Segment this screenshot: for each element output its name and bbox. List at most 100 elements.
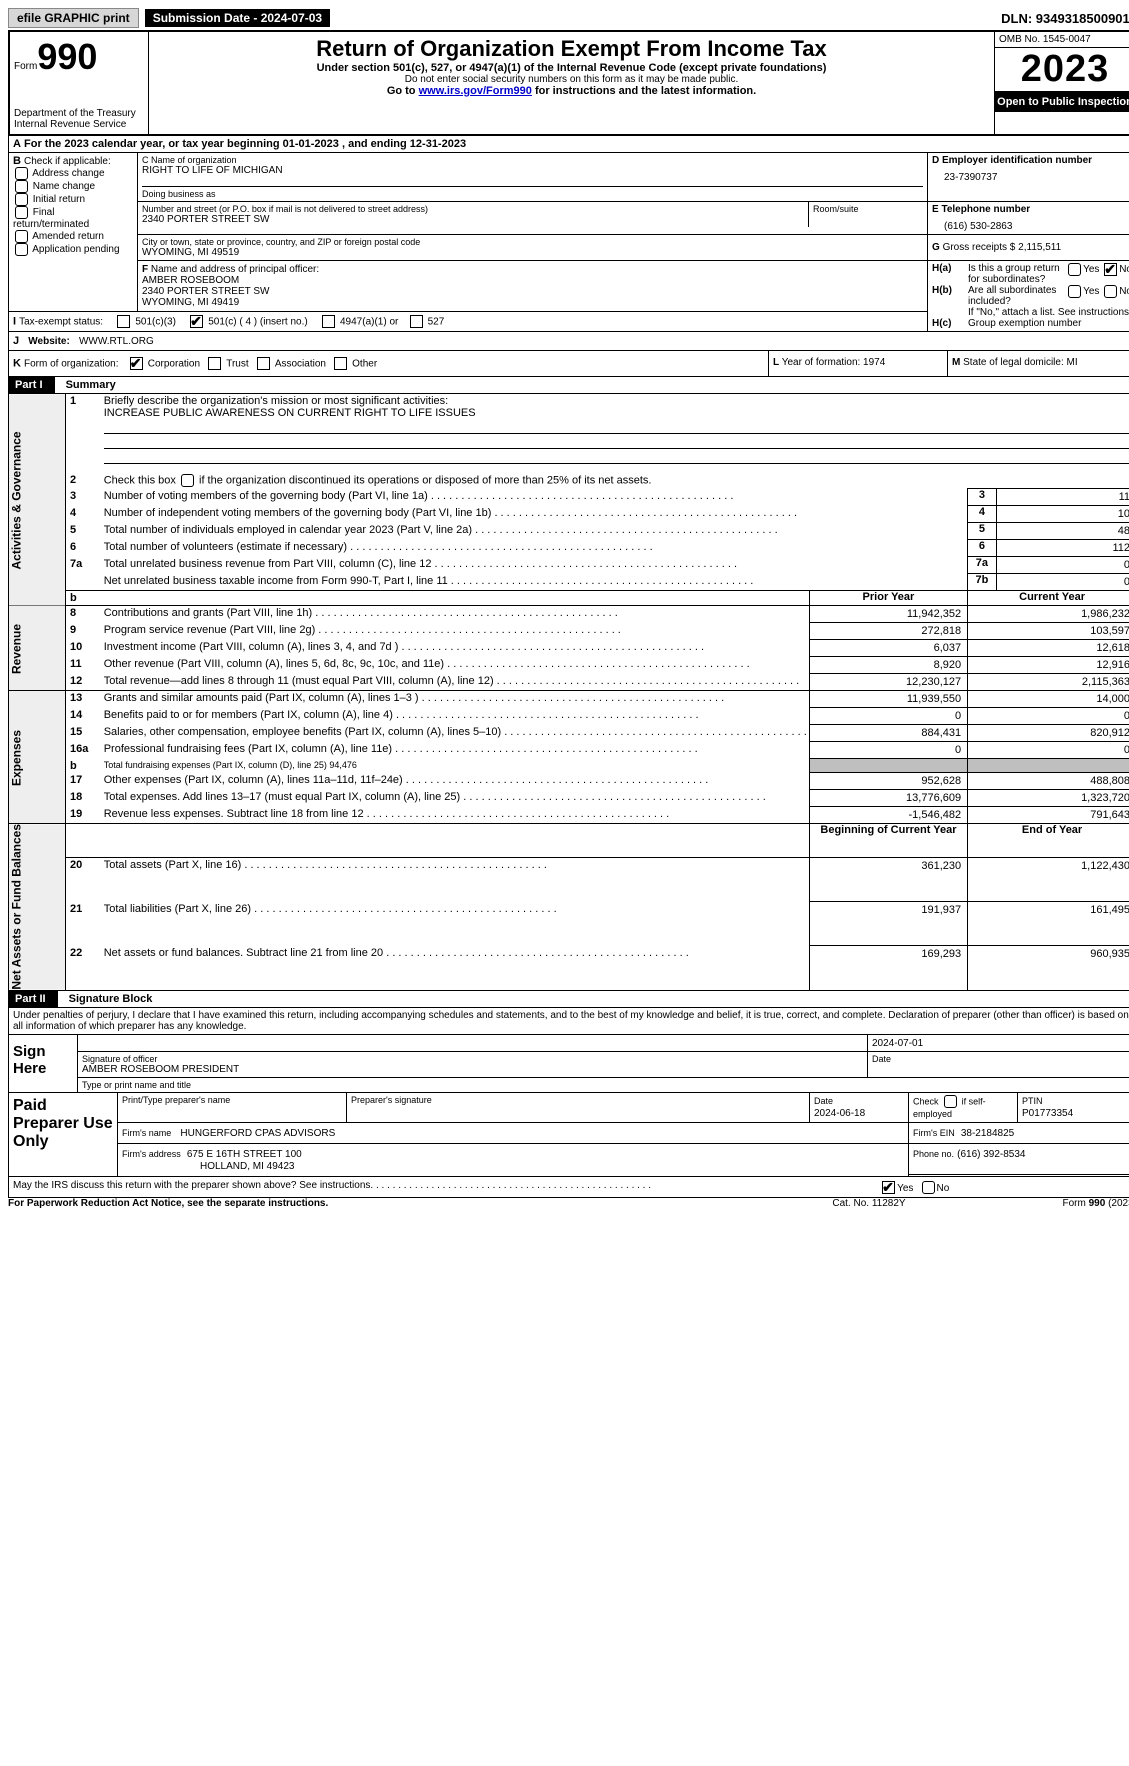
org-name: RIGHT TO LIFE OF MICHIGAN (142, 165, 923, 176)
initial-return-checkbox[interactable] (15, 193, 28, 206)
tax-year-end: 12-31-2023 (410, 138, 466, 150)
lt: Total expenses. Add lines 13–17 (must eq… (104, 791, 766, 803)
lt: Contributions and grants (Part VIII, lin… (104, 607, 618, 619)
gross-label-g: G (932, 242, 940, 253)
form-word: Form (14, 61, 37, 72)
hb-yes-checkbox[interactable] (1068, 285, 1081, 298)
discuss-yes-checkbox[interactable] (882, 1181, 895, 1194)
h-a-label: H(a) (932, 263, 951, 274)
opt-name-change: Name change (33, 181, 95, 192)
sign-date: 2024-07-01 (872, 1038, 923, 1049)
hb-yes: Yes (1083, 286, 1099, 297)
501c3-checkbox[interactable] (117, 315, 130, 328)
4947-checkbox[interactable] (322, 315, 335, 328)
top-bar: efile GRAPHIC print Submission Date - 20… (8, 8, 1129, 28)
ha-no-checkbox[interactable] (1104, 263, 1117, 276)
opt-527: 527 (428, 316, 445, 327)
lc: 3 (968, 489, 997, 506)
officer-city: WYOMING, MI 49419 (142, 297, 923, 308)
lv: 112 (996, 540, 1129, 557)
app-pending-checkbox[interactable] (15, 243, 28, 256)
curr: 1,323,720 (968, 790, 1129, 807)
officer-sig-name: AMBER ROSEBOOM PRESIDENT (82, 1064, 863, 1075)
box-f-label: F (142, 264, 148, 275)
ln: 12 (70, 675, 82, 687)
other-checkbox[interactable] (334, 357, 347, 370)
year-formation: Year of formation: 1974 (782, 357, 886, 368)
line1-text: Briefly describe the organization's miss… (104, 395, 448, 407)
sig-label: Signature of officer (82, 1054, 863, 1064)
lv: 0 (996, 574, 1129, 591)
lv: 11 (996, 489, 1129, 506)
lt: Professional fundraising fees (Part IX, … (104, 743, 698, 755)
ein-label: D Employer identification number (932, 155, 1129, 166)
street-label: Number and street (or P.O. box if mail i… (142, 204, 804, 214)
curr: 791,643 (968, 807, 1129, 824)
na-hdr-begin: Beginning of Current Year (809, 824, 967, 858)
opt-amended: Amended return (32, 231, 104, 242)
row-l-label: L (773, 357, 779, 368)
opt-4947: 4947(a)(1) or (340, 316, 398, 327)
lt: Total fundraising expenses (Part IX, col… (104, 760, 357, 770)
hb-no-checkbox[interactable] (1104, 285, 1117, 298)
row-m-label: M (952, 357, 960, 368)
ha-yes-checkbox[interactable] (1068, 263, 1081, 276)
firm-phone-label: Phone no. (913, 1149, 954, 1159)
501c-checkbox[interactable] (190, 315, 203, 328)
lc: 7b (968, 574, 997, 591)
part2-title: Signature Block (61, 993, 153, 1005)
tax-year-begin: 01-01-2023 (283, 138, 339, 150)
p1-row-7a: 7a Total unrelated business revenue from… (9, 557, 1129, 574)
cat-no: Cat. No. 11282Y (781, 1198, 958, 1209)
gross-value: 2,115,511 (1018, 242, 1061, 253)
final-return-checkbox[interactable] (15, 206, 28, 219)
discuss-no-checkbox[interactable] (922, 1181, 935, 1194)
lt: Net unrelated business taxable income fr… (104, 575, 754, 587)
opt-initial: Initial return (33, 194, 85, 205)
prep-sig-label: Preparer's signature (347, 1093, 810, 1123)
p1-row-6: 6 Total number of volunteers (estimate i… (9, 540, 1129, 557)
ln: 17 (70, 774, 82, 786)
tax-exempt-label: Tax-exempt status: (19, 316, 103, 327)
p1-row-4: 4 Number of independent voting members o… (9, 506, 1129, 523)
self-emp-check-label: Check (913, 1096, 939, 1106)
hb-no: No (1119, 286, 1129, 297)
opt-assoc: Association (275, 358, 326, 369)
paid-preparer-block: Paid Preparer Use Only Print/Type prepar… (8, 1093, 1129, 1177)
corp-checkbox[interactable] (130, 357, 143, 370)
opt-corp: Corporation (148, 358, 200, 369)
h-b-label: H(b) (932, 285, 952, 296)
lc: 7a (968, 557, 997, 574)
name-change-checkbox[interactable] (15, 180, 28, 193)
officer-label: Name and address of principal officer: (151, 264, 319, 275)
org-name-label: C Name of organization (142, 155, 923, 165)
self-employed-checkbox[interactable] (944, 1095, 957, 1108)
grey-cell (968, 759, 1129, 773)
firm-addr2: HOLLAND, MI 49423 (122, 1161, 295, 1172)
efile-print-button[interactable]: efile GRAPHIC print (8, 8, 139, 28)
curr: 488,808 (968, 773, 1129, 790)
assoc-checkbox[interactable] (257, 357, 270, 370)
grey-cell (809, 759, 967, 773)
curr: 1,122,430 (968, 857, 1129, 901)
officer-street: 2340 PORTER STREET SW (142, 286, 923, 297)
ln: 16a (70, 743, 88, 755)
ptin-value: P01773354 (1022, 1108, 1073, 1119)
curr: 12,618 (968, 640, 1129, 657)
addr-change-checkbox[interactable] (15, 167, 28, 180)
lt: Total revenue—add lines 8 through 11 (mu… (104, 675, 800, 687)
irs-link[interactable]: www.irs.gov/Form990 (419, 85, 532, 97)
vlabel-expenses: Expenses (9, 691, 66, 824)
trust-checkbox[interactable] (208, 357, 221, 370)
col-b: b (70, 592, 77, 604)
firm-name: HUNGERFORD CPAS ADVISORS (180, 1128, 335, 1139)
ha-no: No (1119, 264, 1129, 275)
p1-row-5: 5 Total number of individuals employed i… (9, 523, 1129, 540)
prior: 0 (809, 708, 967, 725)
amended-checkbox[interactable] (15, 230, 28, 243)
gross-label: Gross receipts $ (943, 242, 1016, 253)
lt: Total number of individuals employed in … (104, 524, 778, 536)
na-hdr-end: End of Year (968, 824, 1129, 858)
discontinued-checkbox[interactable] (181, 474, 194, 487)
527-checkbox[interactable] (410, 315, 423, 328)
